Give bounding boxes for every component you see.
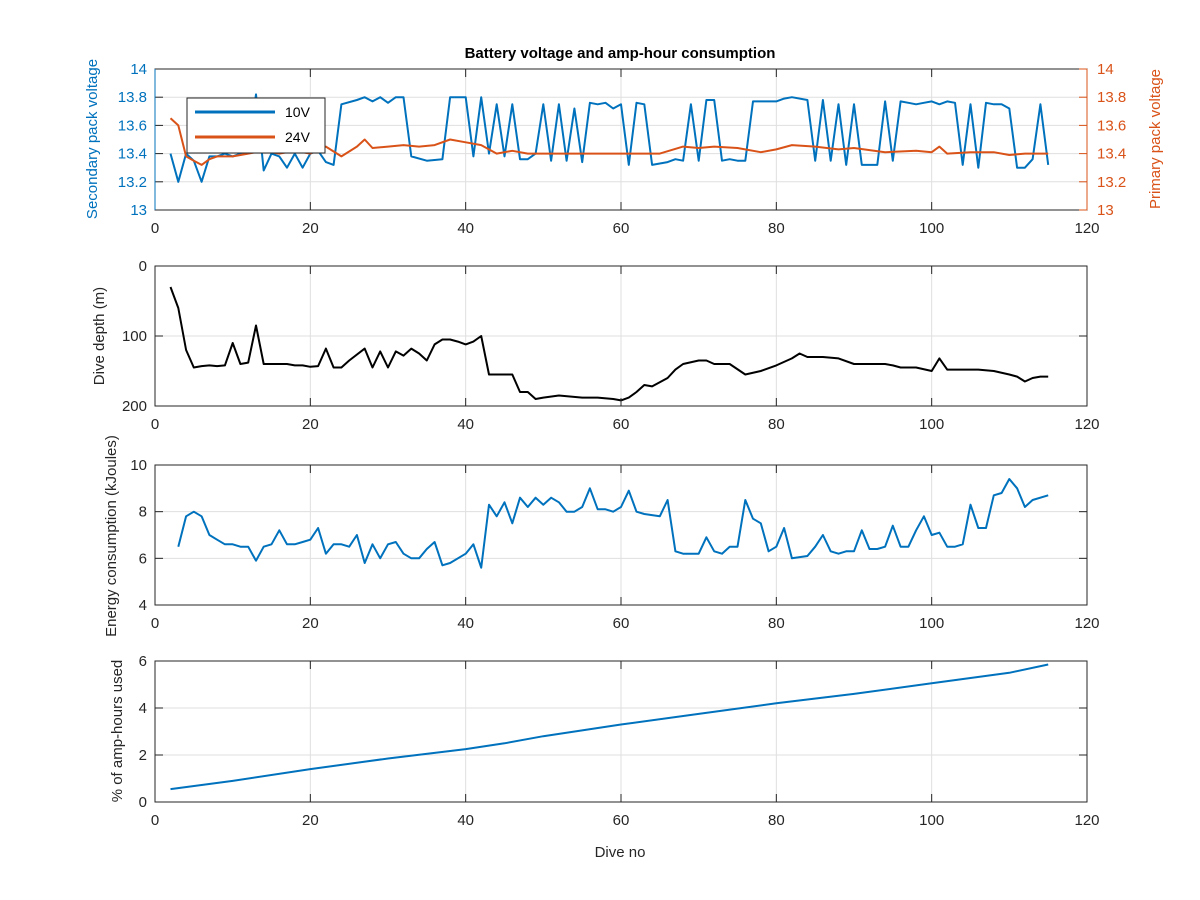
voltage-panel-x-tick-label: 80	[768, 220, 785, 237]
amp-hours-panel-y-tick-label: 4	[139, 700, 147, 717]
voltage-panel-x-tick-label: 0	[151, 220, 159, 237]
voltage-panel-y-tick-label: 13	[130, 202, 147, 219]
energy-panel-x-tick-label: 40	[457, 615, 474, 632]
voltage-panel-y-tick-label-right: 13.4	[1097, 146, 1126, 163]
voltage-panel-x-tick-label: 60	[613, 220, 630, 237]
legend-label-24v: 24V	[285, 129, 311, 145]
voltage-panel-y-tick-label: 13.8	[118, 89, 147, 106]
depth-panel-x-tick-label: 40	[457, 416, 474, 433]
energy-panel-y-tick-label: 4	[139, 597, 147, 614]
amp-hours-panel-x-tick-label: 20	[302, 812, 319, 829]
depth-panel-x-tick-label: 120	[1074, 416, 1099, 433]
amp-hours-panel-y-tick-label: 0	[139, 794, 147, 811]
legend-label-10v: 10V	[285, 104, 311, 120]
depth-panel-x-tick-label: 80	[768, 416, 785, 433]
depth-panel-x-tick-label: 100	[919, 416, 944, 433]
depth-panel-x-tick-label: 60	[613, 416, 630, 433]
energy-panel-x-tick-label: 120	[1074, 615, 1099, 632]
amp-hours-panel-x-tick-label: 120	[1074, 812, 1099, 829]
chart-title: Battery voltage and amp-hour consumption	[465, 45, 776, 62]
voltage-panel-y-tick-label-right: 13.6	[1097, 117, 1126, 134]
energy-panel-x-tick-label: 100	[919, 615, 944, 632]
voltage-panel-ylabel: Secondary pack voltage	[84, 59, 101, 219]
energy-panel-x-tick-label: 20	[302, 615, 319, 632]
voltage-panel-y-tick-label-right: 13.8	[1097, 89, 1126, 106]
voltage-panel-y-tick-label: 14	[130, 61, 147, 78]
voltage-panel-y-tick-label-right: 14	[1097, 61, 1114, 78]
energy-panel-x-tick-label: 0	[151, 615, 159, 632]
energy-panel-series-line	[177, 478, 1049, 569]
depth-panel: 0 20 40 60 80 100 120 0 100 200	[122, 258, 1100, 433]
amp-hours-panel-x-tick-label: 0	[151, 812, 159, 829]
voltage-panel-y-tick-label: 13.2	[118, 174, 147, 191]
amp-hours-panel-y-tick-label: 2	[139, 747, 147, 764]
voltage-panel-y-tick-label-right: 13.2	[1097, 174, 1126, 191]
voltage-panel-x-tick-label: 20	[302, 220, 319, 237]
voltage-panel-series-10v	[169, 93, 1050, 183]
depth-panel-y-tick-label: 100	[122, 328, 147, 345]
amp-hours-panel-y-tick-label: 6	[139, 653, 147, 670]
voltage-panel-x-tick-label: 120	[1074, 220, 1099, 237]
amp-hours-panel-ylabel: % of amp-hours used	[109, 660, 126, 803]
voltage-panel-y-tick-label: 13.6	[118, 117, 147, 134]
depth-panel-y-tick-label: 0	[139, 258, 147, 275]
legend: 10V 24V	[186, 97, 326, 154]
amp-hours-panel: 0 20 40 60 80 100 120 0 2 4 6	[139, 653, 1100, 829]
depth-panel-series-line	[169, 286, 1049, 402]
depth-panel-x-tick-label: 20	[302, 416, 319, 433]
energy-panel-x-tick-label: 60	[613, 615, 630, 632]
energy-panel-ylabel: Energy consumption (kJoules)	[103, 435, 120, 637]
amp-hours-panel-series-line	[170, 663, 1049, 791]
voltage-panel-x-tick-label: 40	[457, 220, 474, 237]
voltage-panel-y-tick-label: 13.4	[118, 146, 147, 163]
energy-panel-x-tick-label: 80	[768, 615, 785, 632]
legend-box	[186, 97, 326, 154]
x-axis-label: Dive no	[595, 844, 646, 861]
voltage-panel-ylabel-right: Primary pack voltage	[1147, 69, 1164, 209]
energy-panel-y-tick-label: 10	[130, 457, 147, 474]
voltage-panel-x-tick-label: 100	[919, 220, 944, 237]
energy-panel: 0 20 40 60 80 100 120 4 6 8 10	[130, 457, 1099, 632]
depth-panel-ylabel: Dive depth (m)	[91, 287, 108, 385]
voltage-panel-y-tick-label-right: 13	[1097, 202, 1114, 219]
depth-panel-x-tick-label: 0	[151, 416, 159, 433]
amp-hours-panel-x-tick-label: 100	[919, 812, 944, 829]
energy-panel-y-tick-label: 6	[139, 550, 147, 567]
amp-hours-panel-x-tick-label: 80	[768, 812, 785, 829]
amp-hours-panel-x-tick-label: 40	[457, 812, 474, 829]
depth-panel-y-tick-label: 200	[122, 398, 147, 415]
energy-panel-y-tick-label: 8	[139, 504, 147, 521]
amp-hours-panel-x-tick-label: 60	[613, 812, 630, 829]
voltage-panel: 0 20 40 60 80 100 1201313.213.413.613.8141313.…	[118, 61, 1126, 237]
